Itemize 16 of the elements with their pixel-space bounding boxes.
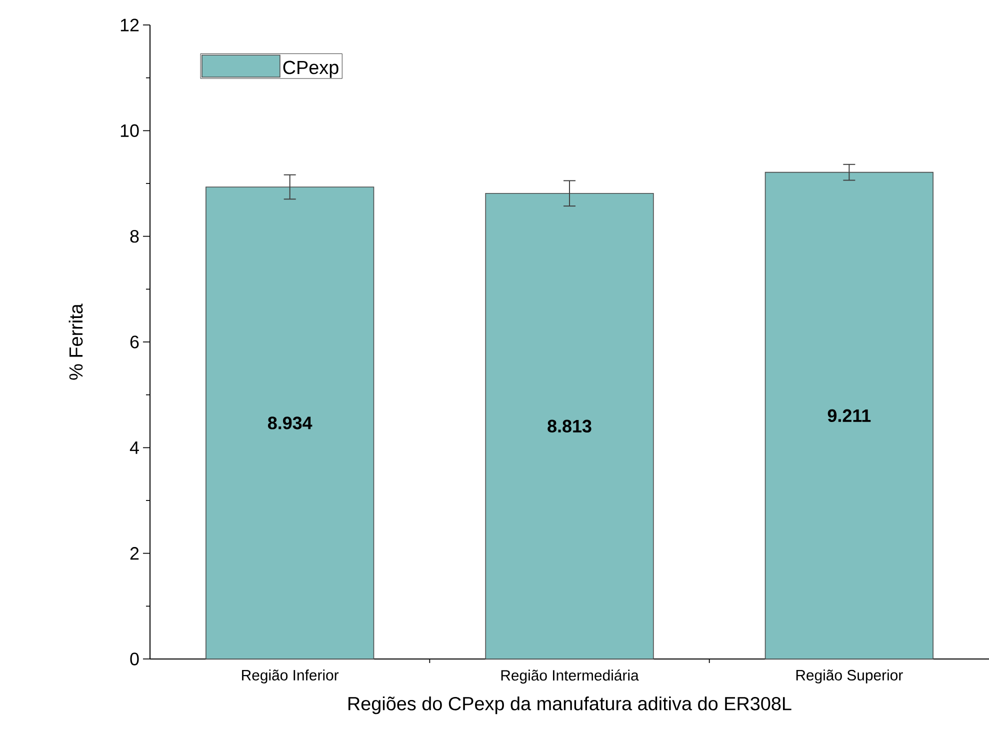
legend-label: CPexp bbox=[283, 60, 338, 78]
data-label: 8.934 bbox=[268, 416, 312, 430]
y-tick-label: 4 bbox=[130, 441, 139, 454]
y-tick-label: 0 bbox=[130, 652, 139, 666]
y-axis-title: % Ferrita bbox=[68, 304, 83, 380]
y-tick-label: 8 bbox=[130, 230, 139, 243]
y-tick-label: 6 bbox=[130, 336, 139, 348]
x-tick-label: Região Inferior bbox=[242, 670, 339, 684]
y-tick-label: 2 bbox=[130, 547, 139, 560]
data-label: 9.211 bbox=[828, 409, 871, 422]
x-axis-title: Regiões do CPexp da manufatura aditiva do ER308L bbox=[348, 696, 792, 714]
y-tick-label: 10 bbox=[120, 124, 139, 137]
y-tick-label: 12 bbox=[120, 18, 139, 32]
x-tick-label: Região Intermediária bbox=[501, 670, 639, 684]
data-label: 8.813 bbox=[548, 420, 592, 433]
x-tick-label: Região Superior bbox=[796, 670, 903, 684]
